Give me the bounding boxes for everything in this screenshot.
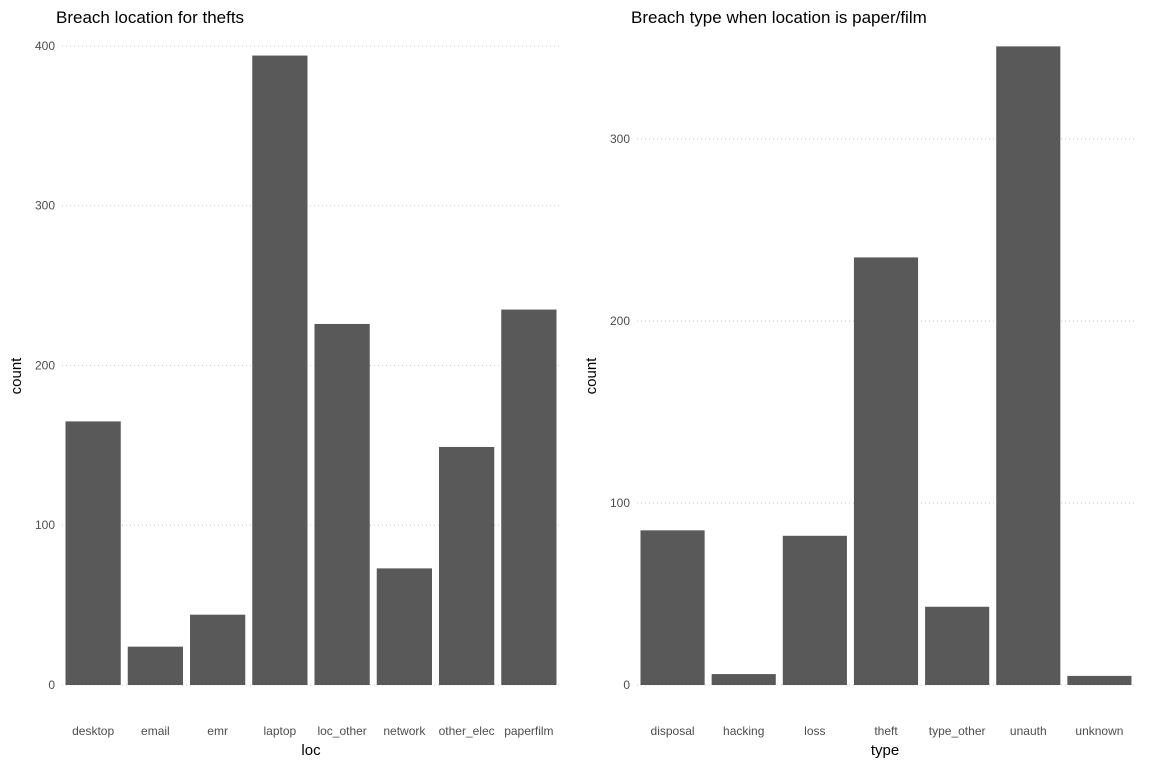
x-tick-label: loss <box>804 724 825 738</box>
bar-unauth <box>996 46 1061 685</box>
x-tick-label: loc_other <box>317 724 366 738</box>
x-tick-label: unknown <box>1075 724 1123 738</box>
y-tick-label: 0 <box>623 678 630 692</box>
x-tick-label: theft <box>874 724 898 738</box>
y-tick-label: 300 <box>610 132 630 146</box>
bar-theft <box>853 257 919 685</box>
y-tick-label: 200 <box>610 314 630 328</box>
x-axis-title: type <box>871 742 899 759</box>
chart-breach-type-paper-film: Breach type when location is paper/film … <box>583 8 1135 759</box>
x-tick-label: network <box>383 724 426 738</box>
x-axis-ticks: desktop email emr laptop loc_other network oth… <box>72 724 553 738</box>
bar-emr <box>190 614 246 685</box>
y-axis-title: count <box>583 357 600 395</box>
x-tick-label: type_other <box>929 724 986 738</box>
y-tick-label: 100 <box>610 496 630 510</box>
x-tick-label: other_elec <box>439 724 495 738</box>
x-tick-label: disposal <box>651 724 695 738</box>
x-tick-label: paperfilm <box>504 724 553 738</box>
bar-unknown <box>1067 675 1132 685</box>
x-axis-title: loc <box>301 742 321 759</box>
bar-hacking <box>711 674 776 685</box>
y-tick-label: 300 <box>35 199 55 213</box>
x-tick-label: desktop <box>72 724 114 738</box>
x-tick-label: unauth <box>1010 724 1047 738</box>
bar-email <box>127 646 183 685</box>
y-tick-label: 400 <box>35 39 55 53</box>
y-tick-label: 100 <box>35 518 55 532</box>
x-tick-label: hacking <box>723 724 764 738</box>
bar-paperfilm <box>501 309 557 685</box>
y-tick-label: 0 <box>48 678 55 692</box>
x-tick-label: laptop <box>264 724 297 738</box>
bar-other_elec <box>439 446 495 685</box>
chart-title: Breach type when location is paper/film <box>631 8 927 27</box>
bar-type_other <box>925 606 990 685</box>
bar-loc_other <box>314 323 370 685</box>
bar-laptop <box>252 55 308 685</box>
bar-disposal <box>640 530 705 685</box>
chart-breach-location: Breach location for thefts 0 100 200 300 400… <box>8 8 560 759</box>
x-tick-label: emr <box>207 724 228 738</box>
bar-loss <box>782 535 847 685</box>
gridlines <box>62 45 560 686</box>
bar-desktop <box>65 421 121 685</box>
bar-network <box>376 568 432 685</box>
x-axis-ticks: disposal hacking loss theft type_other unauth… <box>651 724 1124 738</box>
y-tick-label: 200 <box>35 358 55 372</box>
y-axis-ticks: 0 100 200 300 <box>610 132 630 692</box>
x-tick-label: email <box>141 724 170 738</box>
bars <box>640 46 1132 685</box>
bars <box>65 55 557 685</box>
y-axis-ticks: 0 100 200 300 400 <box>35 39 55 692</box>
y-axis-title: count <box>8 357 25 395</box>
chart-title: Breach location for thefts <box>56 8 244 27</box>
